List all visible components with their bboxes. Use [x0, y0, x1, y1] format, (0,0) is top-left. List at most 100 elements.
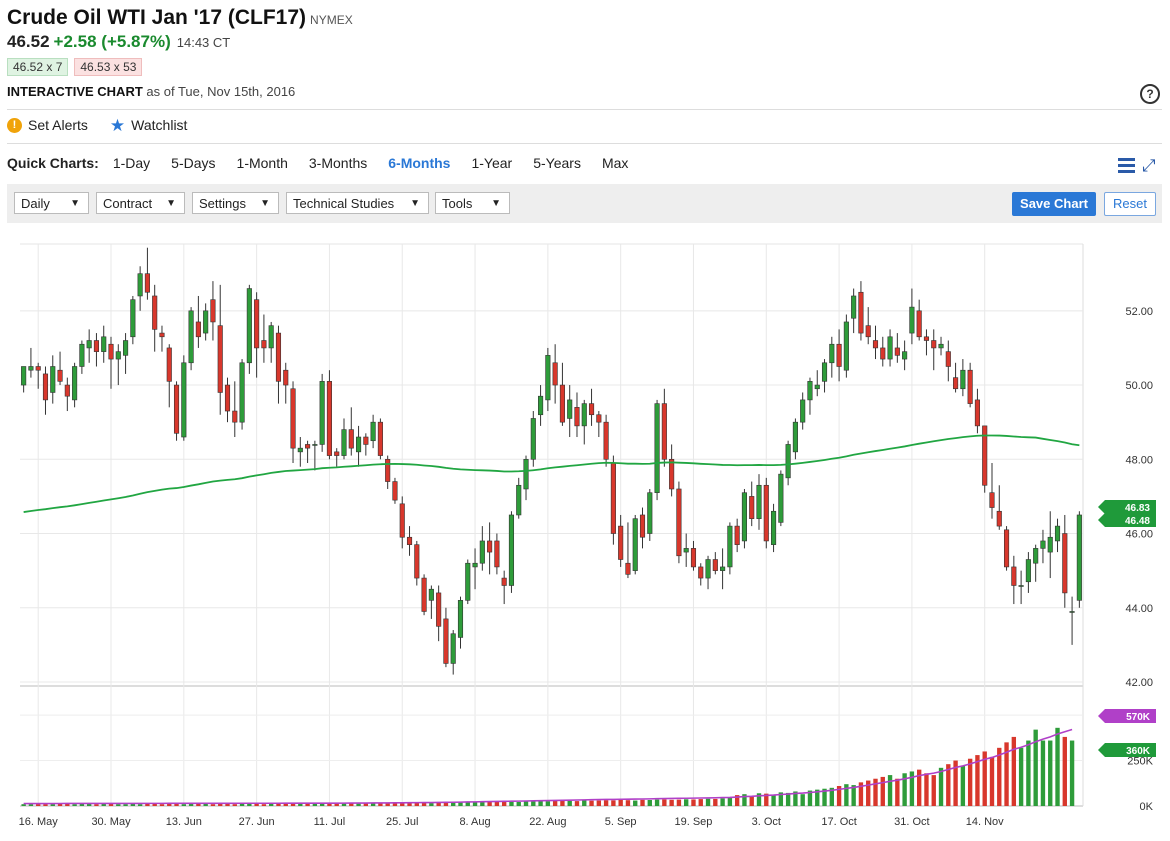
- candle-body: [254, 299, 260, 349]
- candle-body: [953, 377, 959, 390]
- candle-body: [516, 484, 522, 516]
- volume-bar: [924, 773, 929, 806]
- candle-body: [545, 355, 551, 401]
- x-tick-label: 19. Sep: [675, 816, 713, 828]
- volume-bar: [582, 800, 587, 806]
- volume-bar: [909, 771, 915, 806]
- volume-bar: [836, 786, 842, 806]
- volume-bar: [414, 802, 419, 806]
- candle-body: [275, 332, 282, 382]
- range-1-year[interactable]: 1-Year: [471, 155, 513, 171]
- range-5-years[interactable]: 5-Years: [533, 155, 581, 171]
- volume-bar: [57, 804, 63, 806]
- contract-dropdown[interactable]: Contract ▼: [96, 192, 185, 214]
- candle-body: [261, 340, 267, 349]
- candle-body: [152, 295, 158, 330]
- candle-body: [858, 291, 864, 334]
- chevron-down-icon: ▼: [166, 198, 176, 209]
- candle-body: [625, 562, 631, 575]
- watchlist-button[interactable]: ★ Watchlist: [110, 117, 188, 134]
- volume-tick-label: 0K: [1140, 801, 1154, 813]
- candle-body: [93, 340, 100, 352]
- interval-dropdown[interactable]: Daily ▼: [14, 192, 89, 214]
- quick-charts-label: Quick Charts:: [7, 155, 99, 171]
- volume-bar: [43, 804, 48, 806]
- chart-heading: INTERACTIVE CHART as of Tue, Nov 15th, 2…: [7, 84, 295, 99]
- volume-bar: [108, 803, 114, 806]
- settings-dropdown[interactable]: Settings ▼: [192, 192, 279, 214]
- volume-bar: [946, 764, 951, 806]
- candle-body: [268, 325, 274, 349]
- save-chart-button[interactable]: Save Chart: [1012, 192, 1096, 216]
- candle-body: [567, 399, 573, 419]
- menu-icon[interactable]: [1118, 158, 1135, 176]
- volume-bar: [319, 803, 325, 806]
- candle-body: [246, 288, 252, 364]
- range-6-months[interactable]: 6-Months: [388, 155, 451, 171]
- candle-body: [1033, 548, 1039, 564]
- set-alerts-button[interactable]: ! Set Alerts: [7, 117, 88, 133]
- candle-body: [676, 488, 682, 557]
- volume-bar: [196, 803, 201, 806]
- candle-body: [669, 458, 675, 490]
- candle-body: [101, 336, 107, 352]
- y-tick-label: 52.00: [1125, 306, 1153, 318]
- volume-bar: [713, 798, 718, 806]
- candle-body: [399, 503, 405, 538]
- volume-bar: [487, 801, 492, 806]
- volume-bar: [778, 792, 784, 806]
- volume-bar: [523, 801, 529, 806]
- ma-value-tag-bg: [1098, 500, 1156, 514]
- volume-bar: [400, 802, 405, 806]
- set-alerts-label: Set Alerts: [28, 117, 88, 133]
- last-price-tag-bg: [1098, 513, 1156, 527]
- expand-icon[interactable]: ⤢: [1142, 156, 1156, 175]
- instrument-title: Crude Oil WTI Jan '17 (CLF17) NYMEX: [7, 6, 353, 29]
- volume-bar: [1069, 740, 1075, 806]
- volume-bar: [1048, 740, 1053, 806]
- x-tick-label: 22. Aug: [529, 816, 566, 828]
- volume-bar: [65, 804, 70, 806]
- volume-bar: [334, 803, 339, 806]
- range-1-month[interactable]: 1-Month: [236, 155, 288, 171]
- volume-bar: [225, 804, 230, 806]
- candle-body: [800, 399, 806, 423]
- reset-button[interactable]: Reset: [1104, 192, 1156, 216]
- volume-bar: [429, 803, 434, 806]
- volume-bar: [625, 800, 631, 806]
- exchange-label: NYMEX: [310, 13, 353, 27]
- volume-bar: [640, 799, 645, 806]
- candle-body: [86, 340, 92, 349]
- technical-studies-dropdown[interactable]: Technical Studies ▼: [286, 192, 429, 214]
- candle-body: [792, 421, 798, 453]
- candle-body: [188, 310, 194, 364]
- range-max[interactable]: Max: [601, 155, 629, 171]
- tools-dropdown[interactable]: Tools ▼: [435, 192, 510, 214]
- range-5-days[interactable]: 5-Days: [171, 155, 216, 171]
- candle-body: [574, 407, 580, 427]
- candle-body: [923, 336, 930, 341]
- range-1-day[interactable]: 1-Day: [112, 155, 151, 171]
- candle-body: [647, 492, 653, 534]
- candle-body: [1025, 559, 1031, 583]
- candle-body: [305, 444, 311, 449]
- volume-bar: [684, 799, 689, 806]
- help-icon[interactable]: ?: [1140, 84, 1160, 104]
- candle-body: [720, 566, 726, 571]
- x-tick-label: 5. Sep: [605, 816, 637, 828]
- volume-bar: [341, 803, 347, 806]
- volume-bar: [21, 804, 26, 806]
- candle-body: [829, 343, 835, 364]
- candle-body: [603, 421, 609, 460]
- x-tick-label: 14. Nov: [966, 816, 1004, 828]
- candle-body: [552, 362, 558, 386]
- volume-bar: [72, 804, 77, 806]
- volume-bar: [800, 794, 805, 806]
- volume-bar: [261, 804, 267, 806]
- range-3-months[interactable]: 3-Months: [308, 155, 368, 171]
- volume-bar: [378, 803, 383, 806]
- volume-bar: [895, 778, 900, 806]
- candle-body: [224, 384, 231, 412]
- volume-bar: [137, 804, 143, 806]
